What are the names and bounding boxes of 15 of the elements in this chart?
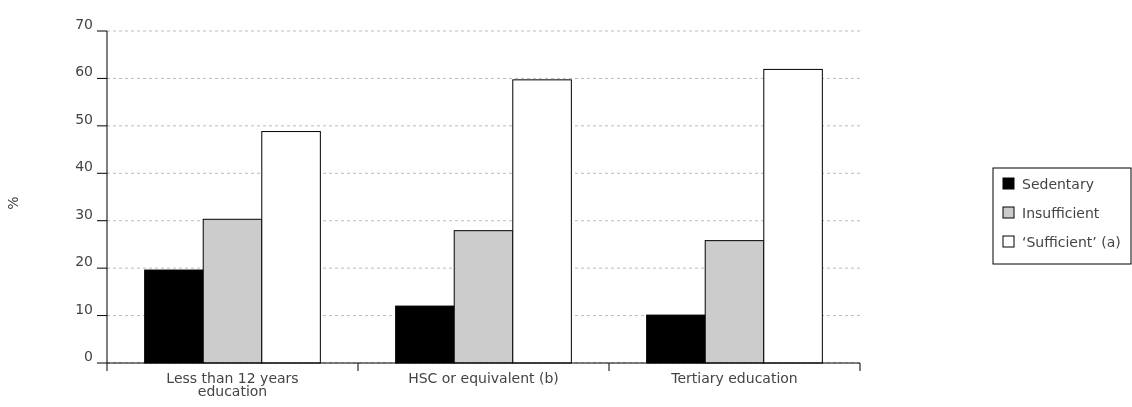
y-tick-label: 60 bbox=[75, 63, 93, 80]
legend-label: Sedentary bbox=[1022, 176, 1094, 192]
legend-label: Insufficient bbox=[1022, 205, 1100, 221]
x-tick-label: HSC or equivalent (b) bbox=[408, 370, 559, 386]
x-tick-label: Tertiary education bbox=[670, 370, 798, 386]
legend-label: ‘Sufficient’ (a) bbox=[1022, 234, 1121, 250]
y-tick-label: 10 bbox=[75, 300, 93, 317]
y-tick-label: 20 bbox=[75, 253, 93, 270]
y-tick-label: 30 bbox=[75, 205, 93, 222]
y-tick-label: 0 bbox=[84, 348, 93, 364]
y-tick-label: 50 bbox=[75, 110, 93, 127]
y-axis-title: % bbox=[5, 196, 21, 210]
y-tick-label: 40 bbox=[75, 158, 93, 175]
y-tick-label: 70 bbox=[75, 16, 93, 32]
x-tick-label: Less than 12 years education bbox=[166, 370, 299, 399]
